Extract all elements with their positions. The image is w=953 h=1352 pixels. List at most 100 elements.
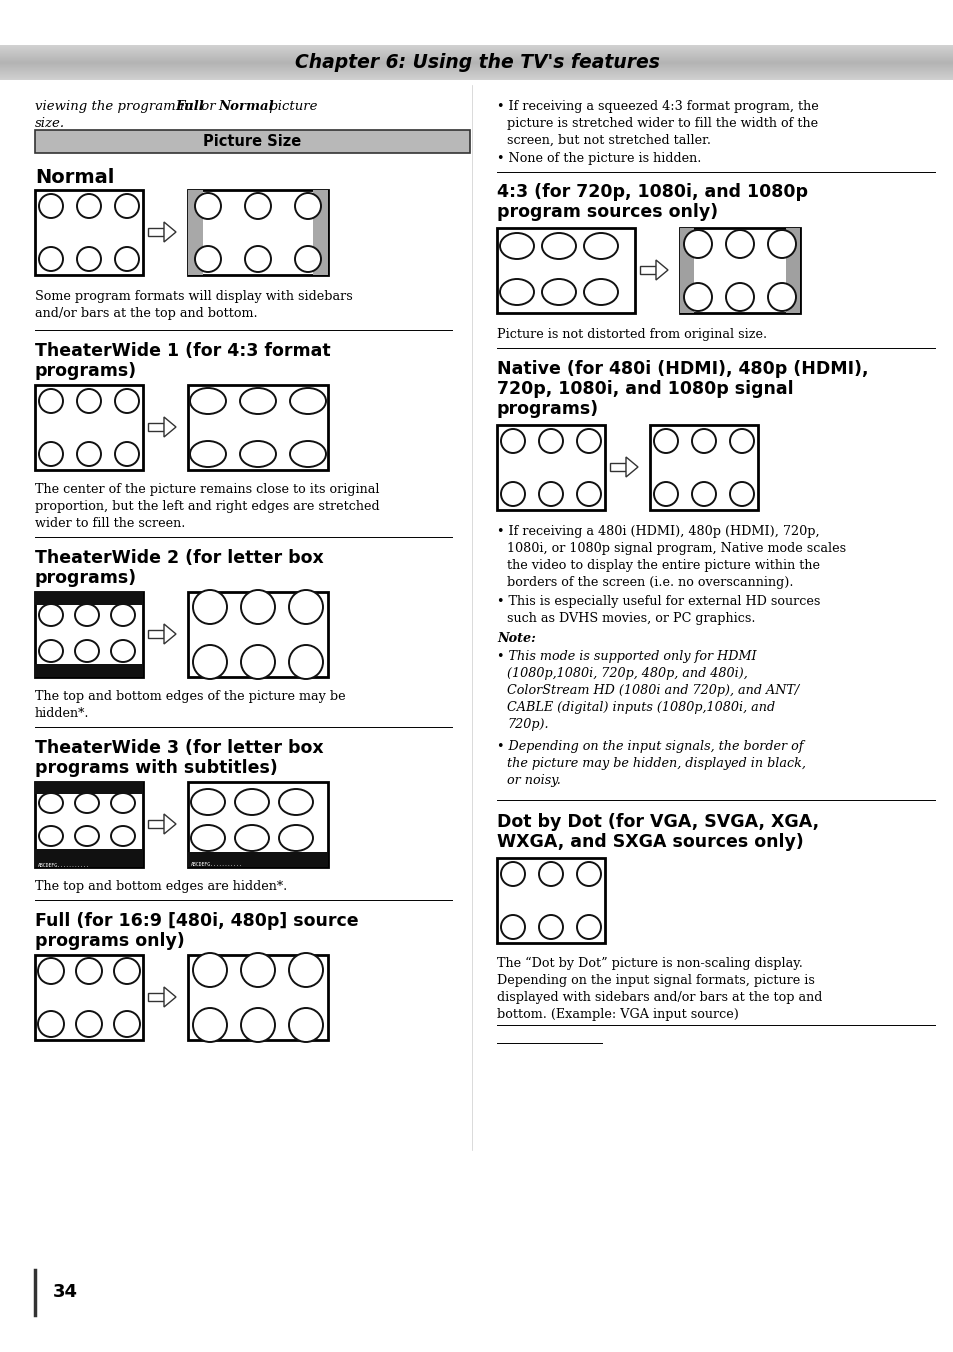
Polygon shape	[656, 260, 667, 280]
Bar	[35, 849, 143, 867]
Bar	[35, 781, 143, 867]
Ellipse shape	[38, 959, 64, 984]
Ellipse shape	[290, 441, 326, 466]
Ellipse shape	[541, 279, 576, 306]
Bar	[35, 592, 143, 604]
Text: borders of the screen (i.e. no overscanning).: borders of the screen (i.e. no overscann…	[506, 576, 793, 589]
Ellipse shape	[289, 953, 323, 987]
Ellipse shape	[39, 442, 63, 466]
Ellipse shape	[190, 388, 226, 414]
Text: picture is stretched wider to fill the width of the: picture is stretched wider to fill the w…	[506, 118, 818, 130]
Ellipse shape	[115, 193, 139, 218]
Ellipse shape	[725, 230, 753, 258]
Bar	[188, 592, 328, 677]
Bar	[35, 664, 143, 677]
Text: 34: 34	[53, 1283, 78, 1301]
Polygon shape	[164, 222, 175, 242]
Bar	[35, 385, 143, 470]
Text: Picture is not distorted from original size.: Picture is not distorted from original s…	[497, 329, 766, 341]
Ellipse shape	[241, 645, 274, 679]
Ellipse shape	[113, 959, 140, 984]
Text: ABCDEFG...........: ABCDEFG...........	[38, 863, 90, 868]
Ellipse shape	[583, 233, 618, 260]
Text: TheaterWide 1 (for 4:3 format: TheaterWide 1 (for 4:3 format	[35, 342, 331, 360]
Ellipse shape	[39, 193, 63, 218]
Ellipse shape	[241, 953, 274, 987]
Text: Full (for 16:9 [480i, 480p] source: Full (for 16:9 [480i, 480p] source	[35, 913, 358, 930]
Bar	[188, 852, 328, 867]
Text: The top and bottom edges are hidden*.: The top and bottom edges are hidden*.	[35, 880, 287, 894]
Ellipse shape	[39, 639, 63, 662]
Bar	[35, 592, 143, 677]
Text: the picture may be hidden, displayed in black,: the picture may be hidden, displayed in …	[506, 757, 805, 771]
Ellipse shape	[245, 193, 271, 219]
Text: wider to fill the screen.: wider to fill the screen.	[35, 516, 185, 530]
Text: programs only): programs only)	[35, 932, 185, 950]
Bar	[679, 228, 694, 314]
Text: • This mode is supported only for HDMI: • This mode is supported only for HDMI	[497, 650, 756, 662]
Text: The “Dot by Dot” picture is non-scaling display.: The “Dot by Dot” picture is non-scaling …	[497, 957, 802, 971]
Text: TheaterWide 2 (for letter box: TheaterWide 2 (for letter box	[35, 549, 323, 566]
Ellipse shape	[241, 1009, 274, 1042]
Ellipse shape	[725, 283, 753, 311]
Ellipse shape	[75, 639, 99, 662]
Ellipse shape	[76, 1011, 102, 1037]
Ellipse shape	[113, 1011, 140, 1037]
Ellipse shape	[193, 953, 227, 987]
Text: 1080i, or 1080p signal program, Native mode scales: 1080i, or 1080p signal program, Native m…	[506, 542, 845, 556]
Ellipse shape	[115, 247, 139, 270]
Ellipse shape	[39, 794, 63, 813]
Text: • Depending on the input signals, the border of: • Depending on the input signals, the bo…	[497, 740, 802, 753]
Ellipse shape	[77, 389, 101, 412]
Ellipse shape	[194, 193, 221, 219]
Bar	[188, 385, 328, 470]
Ellipse shape	[39, 389, 63, 412]
Text: programs): programs)	[497, 400, 598, 418]
Ellipse shape	[240, 388, 275, 414]
Ellipse shape	[234, 790, 269, 815]
Ellipse shape	[500, 863, 524, 886]
Ellipse shape	[77, 193, 101, 218]
Text: Some program formats will display with sidebars: Some program formats will display with s…	[35, 289, 353, 303]
Text: 720p).: 720p).	[506, 718, 548, 731]
Ellipse shape	[577, 483, 600, 506]
Text: or noisy.: or noisy.	[506, 773, 560, 787]
Text: the video to display the entire picture within the: the video to display the entire picture …	[506, 558, 820, 572]
Ellipse shape	[499, 233, 534, 260]
Bar	[35, 191, 143, 274]
Text: Depending on the input signal formats, picture is: Depending on the input signal formats, p…	[497, 973, 814, 987]
Text: viewing the program in: viewing the program in	[35, 100, 196, 114]
Text: • This is especially useful for external HD sources: • This is especially useful for external…	[497, 595, 820, 608]
Ellipse shape	[577, 429, 600, 453]
Text: programs): programs)	[35, 569, 137, 587]
Ellipse shape	[38, 1011, 64, 1037]
Ellipse shape	[77, 247, 101, 270]
Ellipse shape	[111, 826, 135, 846]
Text: Dot by Dot (for VGA, SVGA, XGA,: Dot by Dot (for VGA, SVGA, XGA,	[497, 813, 819, 831]
Text: Picture Size: Picture Size	[203, 134, 301, 149]
Ellipse shape	[767, 230, 795, 258]
Ellipse shape	[75, 604, 99, 626]
Bar	[35, 130, 470, 153]
Text: bottom. (Example: VGA input source): bottom. (Example: VGA input source)	[497, 1009, 739, 1021]
Ellipse shape	[115, 389, 139, 412]
Bar	[679, 228, 800, 314]
Polygon shape	[164, 625, 175, 644]
Polygon shape	[625, 457, 638, 477]
Ellipse shape	[583, 279, 618, 306]
Text: WXGA, and SXGA sources only): WXGA, and SXGA sources only)	[497, 833, 803, 850]
Bar	[148, 630, 164, 638]
Ellipse shape	[240, 441, 275, 466]
Ellipse shape	[538, 429, 562, 453]
Text: or: or	[196, 100, 219, 114]
Ellipse shape	[290, 388, 326, 414]
Text: The top and bottom edges of the picture may be: The top and bottom edges of the picture …	[35, 690, 345, 703]
Ellipse shape	[191, 825, 225, 850]
Ellipse shape	[691, 483, 716, 506]
Ellipse shape	[577, 863, 600, 886]
Text: such as DVHS movies, or PC graphics.: such as DVHS movies, or PC graphics.	[506, 612, 755, 625]
Ellipse shape	[541, 233, 576, 260]
Text: Chapter 6: Using the TV's features: Chapter 6: Using the TV's features	[294, 53, 659, 72]
Bar	[188, 191, 328, 274]
Ellipse shape	[111, 794, 135, 813]
